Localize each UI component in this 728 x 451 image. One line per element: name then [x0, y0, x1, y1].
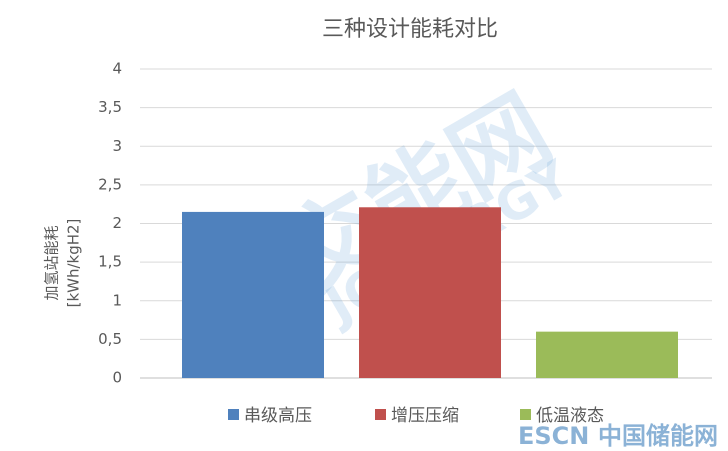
legend-label: 低温液态: [536, 406, 604, 426]
bar: [536, 331, 678, 378]
legend-label: 串级高压: [244, 406, 312, 426]
y-tick-label: 1,5: [98, 253, 122, 271]
y-tick-label: 2: [112, 214, 122, 232]
bar: [359, 207, 501, 378]
y-tick-label: 3,5: [98, 98, 122, 116]
legend-swatch: [228, 409, 239, 420]
bar: [182, 211, 324, 378]
chart-title: 三种设计能耗对比: [322, 17, 498, 42]
watermark: 中国储能网: [598, 422, 718, 450]
y-axis-label: 加氢站能耗: [43, 225, 61, 300]
y-tick-label: 0: [112, 369, 122, 387]
y-tick-label: 1: [112, 291, 122, 309]
y-axis-label: [kWh/kgH2]: [65, 219, 83, 308]
y-tick-label: 0,5: [98, 330, 122, 348]
y-tick-label: 4: [112, 60, 122, 78]
legend-label: 增压压缩: [391, 406, 459, 426]
watermark: ESCN: [518, 422, 589, 450]
y-tick-label: 3: [112, 137, 122, 155]
legend-swatch: [520, 409, 531, 420]
y-tick-label: 2,5: [98, 175, 122, 193]
legend-swatch: [375, 409, 386, 420]
